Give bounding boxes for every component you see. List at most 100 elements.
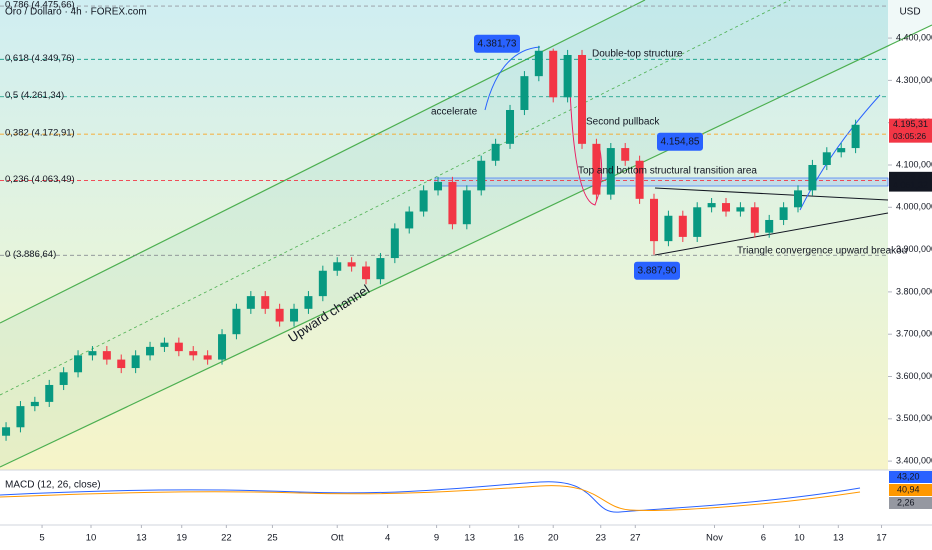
axis-badge — [889, 179, 932, 192]
countdown: 03:05:26 — [893, 131, 926, 141]
macd-badge — [889, 497, 932, 509]
candle-body — [477, 160, 486, 191]
x-tick-label: 9 — [434, 533, 439, 544]
candle-body — [664, 215, 673, 242]
y-tick-label: 3.600,000 — [896, 371, 932, 381]
x-tick-label: 22 — [221, 533, 232, 544]
x-tick-label: Nov — [706, 533, 723, 544]
candle-body — [621, 148, 630, 161]
candle-body — [74, 355, 83, 373]
lower-panel — [0, 470, 888, 550]
x-tick-label: 4 — [385, 533, 390, 544]
candle-body — [405, 211, 414, 229]
candle-body — [635, 160, 644, 199]
candle-body — [462, 190, 471, 225]
candle-body — [246, 296, 255, 309]
candle-body — [59, 372, 68, 385]
candle-body — [290, 308, 299, 322]
fib-label: 0,618 (4.349,76) — [5, 53, 75, 64]
candle-body — [736, 207, 745, 212]
x-tick-label: 13 — [136, 533, 147, 544]
candle-body — [160, 342, 169, 347]
price-axis — [888, 0, 932, 550]
macd-badge-label: 43,20 — [897, 471, 920, 481]
candle-body — [448, 181, 457, 225]
candle-body — [851, 124, 860, 149]
y-tick-label: 4.300,000 — [896, 75, 932, 85]
double-top-curve — [569, 89, 603, 206]
x-tick-label: 17 — [876, 533, 887, 544]
y-tick-label: 3.800,000 — [896, 286, 932, 296]
x-tick-label: 25 — [267, 533, 278, 544]
x-tick-label: 13 — [833, 533, 844, 544]
candle-body — [779, 207, 788, 220]
breakout-arrow — [799, 94, 881, 211]
candle-body — [146, 346, 155, 356]
y-tick-label: 3.900,000 — [896, 244, 932, 254]
x-tick-label: 20 — [548, 533, 559, 544]
candle-body — [2, 427, 11, 436]
candle-body — [650, 198, 659, 242]
triangle-upper — [654, 187, 889, 201]
fib-label: 0,5 (4.261,34) — [5, 90, 64, 101]
macd-label: MACD (12, 26, close) — [5, 480, 101, 491]
fib-label: 0,236 (4.063,49) — [5, 174, 75, 185]
candle-body — [722, 203, 731, 212]
candle-body — [434, 181, 443, 191]
x-tick-label: 10 — [794, 533, 805, 544]
x-tick-label: Ott — [331, 533, 344, 544]
candle-body — [520, 76, 529, 110]
fib-label: 0,382 (4.172,91) — [5, 128, 75, 139]
candle-body — [678, 215, 687, 237]
macd-badge — [889, 484, 932, 496]
candle-body — [362, 266, 371, 280]
candle-body — [419, 190, 428, 212]
candle-body — [534, 50, 543, 77]
candle-body — [275, 308, 284, 322]
candle-body — [45, 384, 54, 402]
x-tick-label: 19 — [176, 533, 187, 544]
y-tick-label: 3.400,000 — [896, 455, 932, 465]
macd-badge — [889, 471, 932, 483]
candle-body — [131, 355, 140, 369]
x-tick-label: 10 — [86, 533, 97, 544]
price-badge — [657, 132, 703, 151]
candle-body — [88, 351, 97, 356]
annotation: Triangle convergence upward breakou — [737, 246, 907, 257]
candle-body — [318, 270, 327, 297]
candle-body — [491, 143, 500, 161]
candle-body — [390, 228, 399, 259]
candle-body — [837, 148, 846, 153]
candle-body — [578, 54, 587, 144]
axis-badge-label: 4.195,31 — [893, 119, 928, 129]
macd-line — [0, 481, 861, 513]
annotation: Double-top structure — [592, 49, 683, 60]
x-tick-label: 23 — [595, 533, 606, 544]
x-tick-label: 5 — [39, 533, 44, 544]
annotation: Top and bottom structural transition are… — [578, 166, 757, 177]
candle-body — [218, 334, 227, 360]
candle-body — [333, 262, 342, 271]
candle-body — [304, 296, 313, 309]
accelerate-arrow — [484, 46, 541, 111]
candle-body — [765, 219, 774, 233]
plot-background — [0, 0, 888, 470]
channel-fill — [0, 0, 932, 467]
price-badge — [474, 34, 520, 53]
annotation: accelerate — [431, 107, 478, 118]
y-tick-label: 4.400,000 — [896, 32, 932, 42]
candle-body — [693, 207, 702, 237]
candle-body — [750, 207, 759, 233]
x-tick-label: 27 — [630, 533, 641, 544]
chart-title: Oro / Dollaro · 4h · FOREX.com — [5, 7, 147, 18]
candle-body — [822, 152, 831, 165]
candle-body — [30, 401, 39, 407]
axis-badge — [889, 118, 932, 143]
candle-body — [563, 54, 572, 98]
candle-body — [16, 406, 25, 428]
candle-body — [606, 148, 615, 195]
price-badge-label: 3.887,90 — [638, 265, 677, 276]
y-tick-label: 4.000,000 — [896, 202, 932, 212]
candle-body — [261, 296, 270, 309]
y-tick-label: 3.700,000 — [896, 329, 932, 339]
